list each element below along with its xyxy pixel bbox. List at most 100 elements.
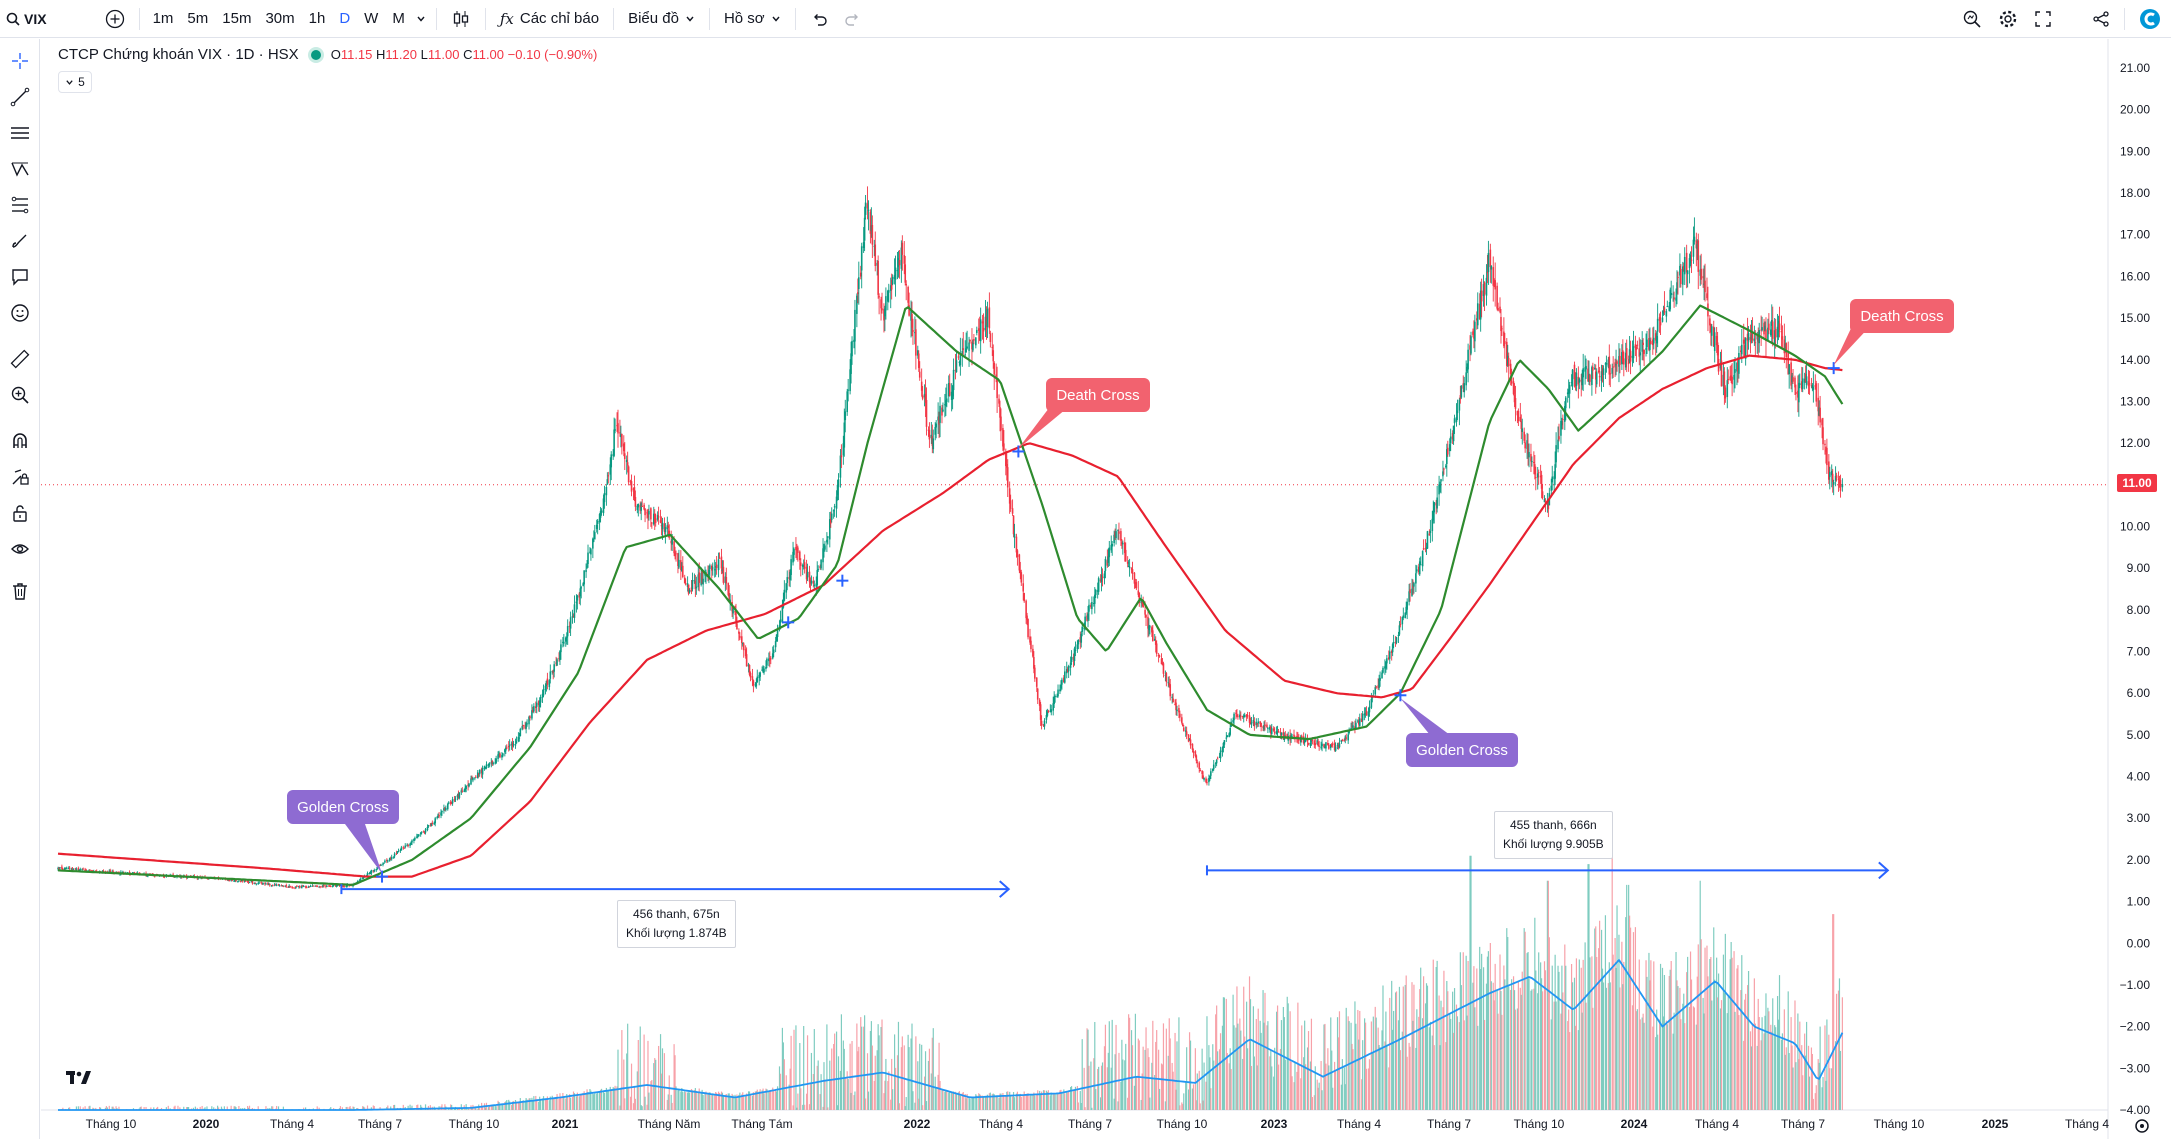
- timeframe-D[interactable]: D: [339, 10, 351, 27]
- comment-tool[interactable]: [0, 259, 40, 295]
- candle-body: [1110, 544, 1113, 551]
- unlock-tool[interactable]: [0, 495, 40, 531]
- timeframe-15m[interactable]: 15m: [222, 10, 252, 27]
- candle-body: [836, 484, 839, 496]
- candle-body: [761, 669, 763, 671]
- trash-tool[interactable]: [0, 573, 40, 609]
- death-cross-label[interactable]: Death Cross: [1046, 378, 1150, 412]
- candle-body: [524, 725, 526, 729]
- candle-body: [499, 753, 501, 758]
- candle-body: [1615, 364, 1617, 366]
- chart-type-menu[interactable]: Biểu đồ: [620, 0, 703, 38]
- candle-body: [1390, 650, 1393, 654]
- candle-body: [1194, 751, 1197, 757]
- candle-body: [998, 398, 1000, 404]
- high-value: 11.20: [385, 47, 417, 62]
- candle-body: [1137, 590, 1140, 595]
- candle-body: [999, 406, 1001, 418]
- candle-body: [1627, 359, 1630, 365]
- candle-body: [1386, 658, 1388, 664]
- candle-body: [1513, 395, 1516, 403]
- candle-body: [1544, 500, 1547, 502]
- ruler-tool[interactable]: [0, 341, 40, 377]
- candle-body: [1442, 471, 1444, 477]
- candle-body: [846, 391, 849, 413]
- candle-body: [1504, 341, 1506, 345]
- candle-body: [1656, 318, 1659, 332]
- candle-body: [1162, 663, 1165, 674]
- candle-body: [1201, 770, 1203, 774]
- candle-body: [64, 867, 66, 870]
- candle-body: [1632, 346, 1635, 359]
- indicators-toggle[interactable]: 5: [58, 71, 92, 93]
- candle-body: [839, 455, 842, 478]
- fib-tool[interactable]: [0, 187, 40, 223]
- indicators-button[interactable]: ƒx Các chỉ báo: [492, 0, 607, 38]
- candle-body: [1191, 743, 1194, 750]
- fullscreen-button[interactable]: [2026, 0, 2060, 38]
- candle-body: [637, 503, 640, 508]
- axis-settings-icon[interactable]: [2135, 1119, 2149, 1133]
- candle-body: [1210, 771, 1212, 776]
- candle-body: [1311, 739, 1314, 741]
- quick-search-button[interactable]: [1954, 0, 1990, 38]
- candle-body: [897, 258, 900, 267]
- chart-style-button[interactable]: [443, 0, 479, 38]
- undo-button[interactable]: [802, 0, 836, 38]
- candle-body: [485, 764, 488, 769]
- candle-body: [937, 416, 939, 421]
- magnet-tool[interactable]: [0, 423, 40, 459]
- candle-body: [643, 504, 645, 510]
- brush-tool[interactable]: [0, 223, 40, 259]
- crosshair-tool[interactable]: [0, 43, 40, 79]
- candle-body: [884, 308, 886, 317]
- timeframe-30m[interactable]: 30m: [265, 10, 295, 27]
- timeframe-1m[interactable]: 1m: [152, 10, 174, 27]
- candle-body: [1005, 453, 1007, 467]
- horizontal-lines-tool[interactable]: [0, 115, 40, 151]
- golden-cross-label[interactable]: Golden Cross: [287, 790, 399, 824]
- golden-cross-label[interactable]: Golden Cross: [1406, 733, 1518, 767]
- timeframe-M[interactable]: M: [392, 10, 405, 27]
- candle-body: [343, 885, 346, 887]
- compare-button[interactable]: [97, 0, 133, 38]
- trend-line-tool[interactable]: [0, 79, 40, 115]
- time-axis-label: Tháng 10: [1514, 1117, 1565, 1131]
- lock-drawing-tool[interactable]: [0, 459, 40, 495]
- share-button[interactable]: [2084, 0, 2118, 38]
- candle-body: [1571, 369, 1574, 387]
- timeframe-dropdown[interactable]: [412, 0, 430, 38]
- timeframe-5m[interactable]: 5m: [187, 10, 209, 27]
- candle-body: [384, 860, 386, 863]
- eye-tool[interactable]: [0, 531, 40, 567]
- zoom-in-tool[interactable]: [0, 377, 40, 413]
- candle-body: [1841, 484, 1844, 488]
- candle-body: [1223, 740, 1226, 745]
- timeframe-1h[interactable]: 1h: [308, 10, 326, 27]
- candle-body: [1243, 714, 1246, 718]
- tradingview-logo[interactable]: [66, 1070, 92, 1091]
- candle-body: [1719, 364, 1722, 369]
- candle-body: [1184, 730, 1187, 732]
- pattern-tool[interactable]: [0, 151, 40, 187]
- candle-body: [490, 761, 493, 764]
- redo-button[interactable]: [836, 0, 870, 38]
- emoji-tool[interactable]: [0, 295, 40, 331]
- death-cross-label[interactable]: Death Cross: [1850, 299, 1954, 333]
- settings-button[interactable]: [1990, 0, 2026, 38]
- candle-body: [885, 296, 887, 311]
- price-axis[interactable]: 21.00 20.00 19.00 18.00 17.00 16.00 15.00 14.00…: [2120, 61, 2151, 1117]
- candle-body: [1155, 643, 1158, 654]
- timeframe-W[interactable]: W: [364, 10, 379, 27]
- candle-body: [1681, 266, 1684, 285]
- profile-menu[interactable]: Hồ sơ: [716, 0, 789, 38]
- time-axis[interactable]: Tháng 10 2020 Tháng 4 Tháng 7 Tháng 10 2021 Th…: [86, 1117, 2110, 1131]
- app-logo[interactable]: [2131, 0, 2171, 38]
- symbol-title[interactable]: CTCP Chứng khoán VIX · 1D · HSX: [58, 46, 299, 63]
- candle-body: [1666, 306, 1669, 308]
- candle-body: [1269, 726, 1271, 730]
- candle-body: [1628, 349, 1631, 362]
- candle-body: [1358, 721, 1360, 725]
- symbol-search[interactable]: VIX: [0, 0, 55, 38]
